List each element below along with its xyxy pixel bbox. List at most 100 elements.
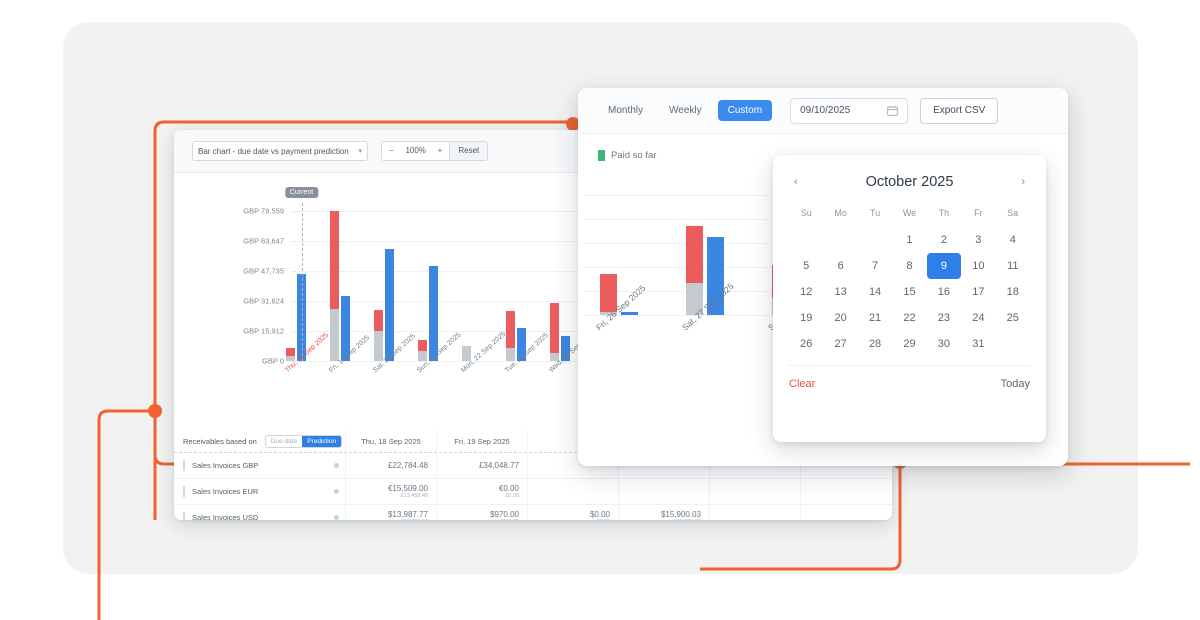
basis-toggle-option[interactable]: Prediction — [302, 436, 342, 447]
connector-dot-top — [566, 117, 580, 131]
zoom-out-button[interactable]: − — [389, 146, 394, 155]
calendar-weekday-header: Fr — [974, 208, 983, 218]
grid-line — [292, 361, 852, 362]
zoom-level-value: 100% — [405, 146, 426, 155]
calendar-day[interactable]: 16 — [937, 286, 951, 298]
bar-payment-prediction[interactable] — [429, 266, 438, 361]
period-button[interactable]: Weekly — [669, 105, 702, 116]
calendar-day[interactable]: 21 — [868, 312, 882, 324]
table-cell — [710, 505, 801, 520]
calendar-day[interactable]: 1 — [906, 234, 913, 246]
cell-primary-value: £34,048.77 — [478, 461, 519, 470]
period-toggle-group: Monthly Weekly Custom — [598, 100, 773, 121]
calendar-day[interactable]: 30 — [937, 338, 951, 350]
calendar-day[interactable]: 14 — [868, 286, 882, 298]
export-csv-button[interactable]: Export CSV — [920, 97, 999, 124]
calendar-day[interactable]: 11 — [1007, 260, 1019, 272]
bar-due-risk[interactable] — [462, 345, 471, 361]
bar-payment-prediction[interactable] — [385, 249, 394, 361]
calendar-day[interactable]: 20 — [834, 312, 847, 324]
bar-payment-prediction[interactable] — [561, 335, 570, 361]
bar-due-risk[interactable] — [418, 340, 427, 361]
bar-segment-at-risk — [686, 226, 703, 284]
calendar-day[interactable]: 3 — [975, 234, 982, 246]
bar-due-risk[interactable] — [686, 226, 703, 315]
calendar-day[interactable]: 19 — [800, 312, 813, 324]
paid-swatch — [598, 150, 605, 161]
cell-primary-value: $970.00 — [490, 510, 519, 519]
calendar-popup: ‹ October 2025 › SuMoTuWeThFrSa...123456… — [773, 155, 1046, 442]
calendar-day-selected[interactable]: 9 — [926, 253, 962, 279]
row-options-icon[interactable] — [334, 515, 339, 520]
calendar-day[interactable]: 13 — [834, 286, 847, 298]
calendar-clear-button[interactable]: Clear — [789, 378, 816, 390]
bar-payment-prediction[interactable] — [517, 328, 526, 361]
calendar-day[interactable]: 8 — [906, 260, 913, 272]
table-row-name: Sales Invoices USD — [192, 513, 259, 520]
calendar-day[interactable]: 5 — [803, 260, 810, 272]
bar-segment-due-date — [330, 308, 339, 361]
period-button[interactable]: Monthly — [608, 105, 644, 116]
calendar-header: ‹ October 2025 › — [789, 165, 1030, 199]
calendar-day[interactable]: 6 — [837, 260, 844, 272]
table-cell: $13,987.77£10,320.67 — [346, 505, 437, 520]
bar-payment-prediction[interactable] — [621, 311, 638, 315]
bar-payment-prediction[interactable] — [341, 295, 350, 361]
calendar-next-button[interactable]: › — [1021, 176, 1025, 188]
bar-due-risk[interactable] — [330, 210, 339, 361]
calendar-icon[interactable] — [887, 105, 898, 116]
calendar-day[interactable]: 23 — [937, 312, 951, 324]
calendar-day[interactable]: 18 — [1006, 286, 1019, 298]
bar-segment-due-date — [550, 353, 559, 361]
calendar-day[interactable]: 25 — [1006, 312, 1019, 324]
bar-segment-at-risk — [418, 340, 427, 352]
calendar-day[interactable]: 28 — [868, 338, 882, 350]
cell-converted-value: £11,731.60 — [674, 519, 701, 520]
calendar-day[interactable]: 2 — [940, 234, 947, 246]
date-input-value: 09/10/2025 — [800, 105, 851, 116]
calendar-weekday-header: Su — [800, 208, 812, 218]
calendar-today-button[interactable]: Today — [1000, 378, 1030, 390]
bar-due-risk[interactable] — [374, 310, 383, 361]
calendar-day[interactable]: 4 — [1009, 234, 1016, 246]
row-options-icon[interactable] — [334, 489, 339, 494]
cell-primary-value: $15,900.03 — [660, 510, 701, 519]
bar-due-risk[interactable] — [600, 274, 617, 315]
calendar-day[interactable]: 12 — [800, 286, 813, 298]
zoom-in-button[interactable]: + — [437, 146, 443, 155]
calendar-day[interactable]: 7 — [872, 260, 879, 272]
bar-segment-at-risk — [506, 310, 515, 348]
y-axis-tick: GBP 15,912 — [243, 326, 284, 336]
y-axis-tick: GBP 47,735 — [243, 266, 284, 276]
chevron-down-icon: ▾ — [358, 148, 362, 155]
calendar-day[interactable]: 10 — [972, 260, 985, 272]
bar-due-risk[interactable] — [286, 348, 295, 361]
row-indent-bar — [183, 512, 185, 520]
calendar-day[interactable]: 22 — [903, 312, 916, 324]
y-axis-tick: GBP 79,559 — [243, 206, 284, 216]
bar-due-risk[interactable] — [506, 310, 515, 361]
calendar-day[interactable]: 27 — [834, 338, 847, 350]
table-row[interactable]: Sales Invoices USD $13,987.77£10,320.67 $9… — [174, 505, 892, 520]
bar-payment-prediction[interactable] — [707, 236, 724, 315]
calendar-weekday-header: Th — [938, 208, 950, 218]
table-cell: £22,784.48 — [346, 453, 437, 478]
bar-segment-at-risk — [330, 210, 339, 309]
row-options-icon[interactable] — [334, 463, 339, 468]
date-input[interactable]: 09/10/2025 — [790, 97, 909, 124]
table-header-cell-date: Thu, 18 Sep 2025 — [346, 431, 437, 452]
chart-type-select[interactable]: Bar chart - due date vs payment predicti… — [192, 141, 368, 161]
calendar-prev-button[interactable]: ‹ — [794, 176, 798, 188]
table-row[interactable]: Sales Invoices EUR €15,509.00 £13,458.48 €0… — [174, 479, 892, 505]
calendar-day[interactable]: 31 — [972, 338, 985, 350]
calendar-day[interactable]: 15 — [903, 286, 916, 298]
bar-due-risk[interactable] — [550, 303, 559, 361]
calendar-day-empty: . — [789, 227, 823, 253]
calendar-day[interactable]: 24 — [972, 312, 985, 324]
period-button[interactable]: Custom — [717, 100, 773, 121]
basis-toggle-option[interactable]: Due date — [265, 436, 303, 447]
calendar-day[interactable]: 29 — [903, 338, 916, 350]
zoom-reset-button[interactable]: Reset — [449, 142, 488, 160]
calendar-day[interactable]: 17 — [972, 286, 985, 298]
calendar-day[interactable]: 26 — [800, 338, 813, 350]
